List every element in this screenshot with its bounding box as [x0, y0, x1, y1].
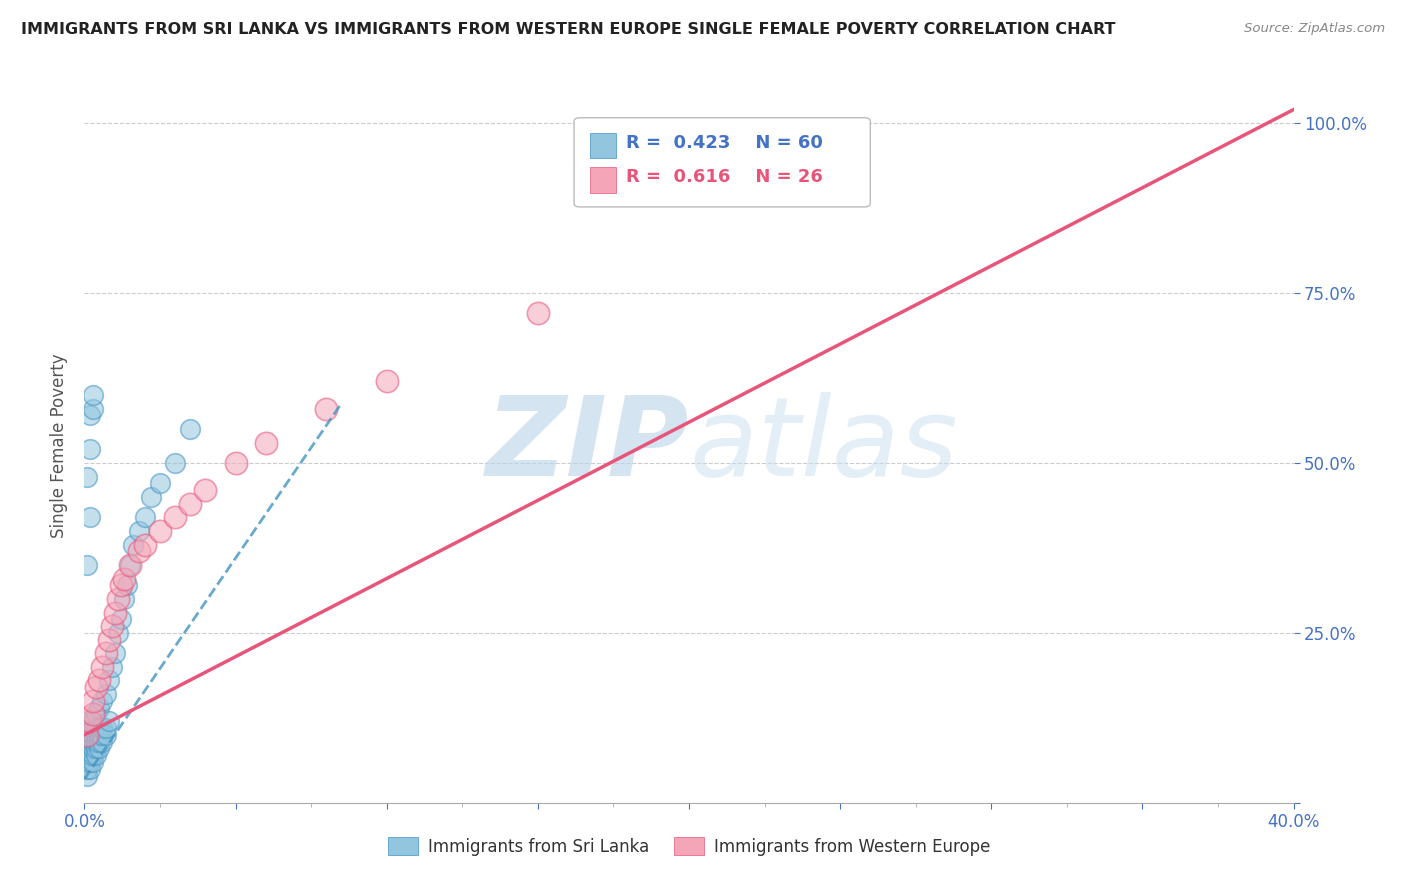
Point: [79, 762, 101, 776]
Point: [89, 700, 111, 714]
Point: [82, 741, 104, 756]
Point: [89, 728, 111, 742]
Point: [179, 497, 201, 511]
Point: [79, 734, 101, 748]
Point: [82, 755, 104, 769]
Point: [91, 721, 114, 735]
Point: [94, 646, 117, 660]
Point: [110, 612, 132, 626]
Point: [79, 510, 101, 524]
Point: [91, 660, 114, 674]
Point: [86, 728, 108, 742]
Point: [79, 741, 101, 756]
Point: [97, 714, 120, 729]
Point: [118, 558, 141, 572]
Point: [82, 734, 104, 748]
Point: [86, 680, 108, 694]
Point: [112, 572, 135, 586]
Point: [86, 748, 108, 763]
Point: [149, 524, 172, 538]
Text: R =  0.616    N = 26: R = 0.616 N = 26: [626, 169, 823, 186]
Point: [165, 510, 187, 524]
Point: [139, 490, 162, 504]
Point: [76, 762, 98, 776]
Point: [100, 660, 122, 674]
Point: [79, 728, 101, 742]
Point: [76, 469, 98, 483]
Point: [225, 456, 247, 470]
Point: [79, 442, 101, 457]
Point: [121, 537, 143, 551]
Text: R =  0.423    N = 60: R = 0.423 N = 60: [626, 134, 823, 153]
Point: [94, 687, 117, 701]
Point: [79, 409, 101, 423]
Point: [104, 646, 127, 660]
Point: [375, 375, 398, 389]
Point: [128, 544, 150, 558]
Point: [179, 422, 201, 436]
Point: [76, 558, 98, 572]
Point: [76, 728, 98, 742]
Point: [254, 435, 277, 450]
Text: atlas: atlas: [689, 392, 957, 500]
Point: [89, 741, 111, 756]
Point: [82, 401, 104, 416]
Point: [79, 748, 101, 763]
FancyBboxPatch shape: [574, 118, 870, 207]
Point: [86, 707, 108, 722]
Text: IMMIGRANTS FROM SRI LANKA VS IMMIGRANTS FROM WESTERN EUROPE SINGLE FEMALE POVERT: IMMIGRANTS FROM SRI LANKA VS IMMIGRANTS …: [21, 22, 1115, 37]
Point: [79, 714, 101, 729]
Point: [112, 591, 135, 606]
Point: [315, 401, 337, 416]
Point: [76, 748, 98, 763]
Y-axis label: Single Female Poverty: Single Female Poverty: [49, 354, 67, 538]
Text: ZIP: ZIP: [485, 392, 689, 500]
Point: [100, 619, 122, 633]
Point: [128, 524, 150, 538]
Point: [118, 558, 141, 572]
Point: [104, 606, 127, 620]
Point: [89, 721, 111, 735]
Point: [527, 306, 550, 320]
Point: [79, 714, 101, 729]
Point: [76, 741, 98, 756]
Point: [149, 476, 172, 491]
Point: [94, 721, 117, 735]
Point: [82, 388, 104, 402]
Bar: [589, 167, 616, 193]
Point: [91, 694, 114, 708]
Point: [110, 578, 132, 592]
Point: [194, 483, 217, 498]
Point: [91, 734, 114, 748]
Point: [165, 456, 187, 470]
Point: [115, 578, 138, 592]
Point: [82, 721, 104, 735]
Point: [82, 748, 104, 763]
Text: Source: ZipAtlas.com: Source: ZipAtlas.com: [1244, 22, 1385, 36]
Point: [107, 626, 129, 640]
Point: [107, 591, 129, 606]
Point: [94, 728, 117, 742]
Point: [97, 673, 120, 688]
Point: [76, 755, 98, 769]
Point: [82, 714, 104, 729]
Point: [82, 728, 104, 742]
Legend: Immigrants from Sri Lanka, Immigrants from Western Europe: Immigrants from Sri Lanka, Immigrants fr…: [381, 830, 997, 863]
Point: [79, 755, 101, 769]
Point: [86, 721, 108, 735]
Point: [134, 537, 156, 551]
Point: [82, 694, 104, 708]
Point: [134, 510, 156, 524]
Point: [89, 673, 111, 688]
Point: [91, 728, 114, 742]
Point: [86, 734, 108, 748]
Point: [89, 734, 111, 748]
Point: [97, 632, 120, 647]
Point: [86, 741, 108, 756]
Bar: [589, 133, 616, 159]
Point: [82, 707, 104, 722]
Point: [76, 769, 98, 783]
